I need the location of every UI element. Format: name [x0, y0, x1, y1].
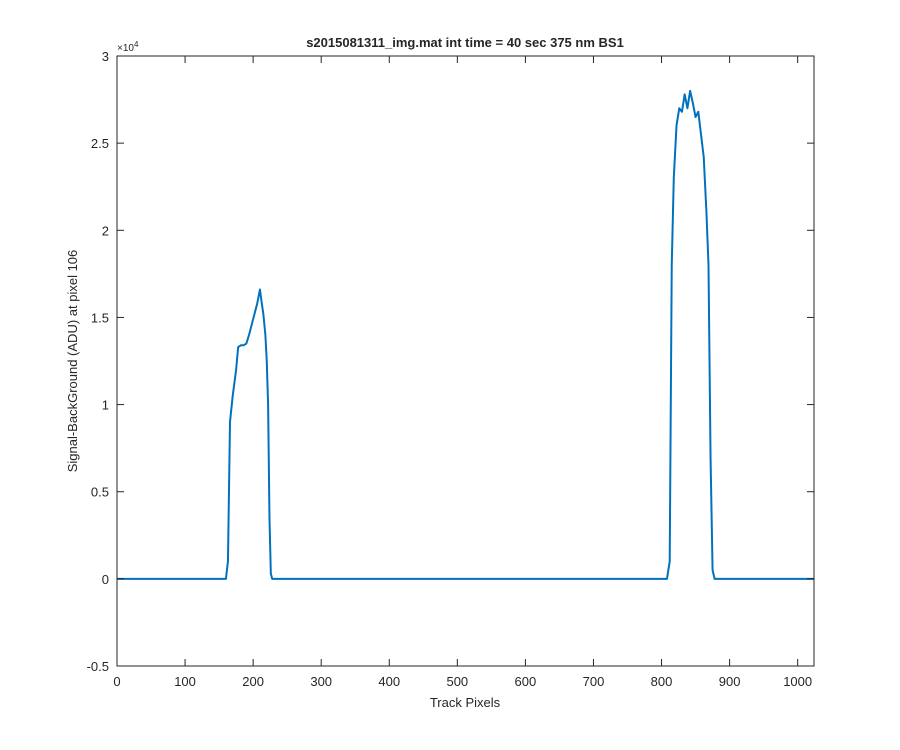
- x-tick-label: 900: [719, 674, 741, 689]
- y-tick-label: -0.5: [87, 659, 109, 674]
- x-axis-label: Track Pixels: [430, 695, 501, 710]
- x-tick-label: 400: [378, 674, 400, 689]
- y-axis-label: Signal-BackGround (ADU) at pixel 106: [65, 250, 80, 473]
- plot-area: [117, 56, 814, 666]
- x-tick-label: 500: [446, 674, 468, 689]
- y-tick-label: 2.5: [91, 136, 109, 151]
- x-tick-label: 300: [310, 674, 332, 689]
- y-tick-label: 1: [102, 398, 109, 413]
- y-tick-label: 2: [102, 223, 109, 238]
- x-tick-label: 100: [174, 674, 196, 689]
- data-layer: [117, 89, 814, 580]
- y-tick-label: 0.5: [91, 485, 109, 500]
- x-tick-label: 1000: [783, 674, 812, 689]
- x-tick-label: 200: [242, 674, 264, 689]
- x-tick-label: 700: [583, 674, 605, 689]
- y-axis-exponent-power: 4: [134, 40, 139, 49]
- chart-title: s2015081311_img.mat int time = 40 sec 37…: [306, 35, 624, 50]
- x-tick-label: 600: [515, 674, 537, 689]
- tick-layer: 0 100 200 300 400 500 600 700 800 900 1000 -0.5 0 0.5…: [87, 49, 814, 689]
- x-tick-label: 800: [651, 674, 673, 689]
- y-tick-label: 0: [102, 572, 109, 587]
- y-axis-exponent: ×104: [117, 40, 139, 54]
- series-line-0: [117, 89, 814, 580]
- y-tick-label: 1.5: [91, 310, 109, 325]
- x-tick-label: 0: [113, 674, 120, 689]
- plot-frame: [116, 55, 815, 667]
- y-tick-label: 3: [102, 49, 109, 64]
- y-axis-exponent-base: ×10: [117, 43, 134, 54]
